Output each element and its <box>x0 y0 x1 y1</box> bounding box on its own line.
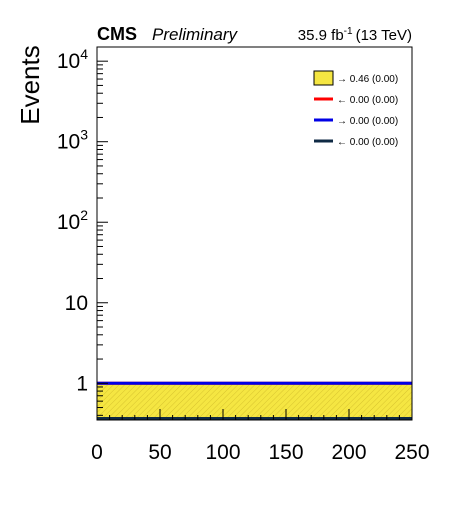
series-fill-0 <box>97 383 412 420</box>
lumi-energy: (13 TeV) <box>356 27 412 44</box>
y-tick-exponent: 4 <box>80 46 88 62</box>
y-tick-base: 10 <box>57 50 80 73</box>
series-layer <box>97 381 412 420</box>
x-tick-label: 50 <box>148 441 171 464</box>
y-tick-label: 104 <box>57 46 88 73</box>
x-tick-label: 0 <box>91 441 103 464</box>
y-tick-label: 102 <box>57 207 88 234</box>
legend-swatch-0 <box>313 70 334 86</box>
legend-label-3: ← 0.00 (0.00) <box>337 137 398 148</box>
lumi-value: 35.9 fb <box>298 27 344 44</box>
y-tick-exponent: 2 <box>80 207 88 223</box>
lumi-label: 35.9 fb-1 (13 TeV) <box>298 26 412 44</box>
y-tick-label: 103 <box>57 127 88 154</box>
status-label: Preliminary <box>152 25 239 44</box>
plot-frame <box>96 46 413 421</box>
legend-label-0: → 0.46 (0.00) <box>337 74 398 85</box>
legend-label-2: → 0.00 (0.00) <box>337 116 398 127</box>
y-tick-label: 10 <box>65 292 88 315</box>
y-axis-title: Events <box>15 45 45 125</box>
lumi-exponent: -1 <box>344 26 353 37</box>
y-tick-label: 1 <box>76 372 88 395</box>
experiment-label: CMS <box>97 24 137 44</box>
legend: → 0.46 (0.00) ← 0.00 (0.00) → 0.00 (0.00) ←… <box>313 70 398 148</box>
x-tick-label: 150 <box>268 441 303 464</box>
y-tick-base: 10 <box>57 211 80 234</box>
x-tick-label: 250 <box>394 441 429 464</box>
y-tick-base: 10 <box>57 131 80 154</box>
y-tick-base: 10 <box>65 292 88 315</box>
legend-label-1: ← 0.00 (0.00) <box>337 95 398 106</box>
x-tick-label: 200 <box>331 441 366 464</box>
y-tick-exponent: 3 <box>80 127 88 143</box>
x-tick-label: 100 <box>205 441 240 464</box>
y-tick-base: 1 <box>76 372 88 395</box>
